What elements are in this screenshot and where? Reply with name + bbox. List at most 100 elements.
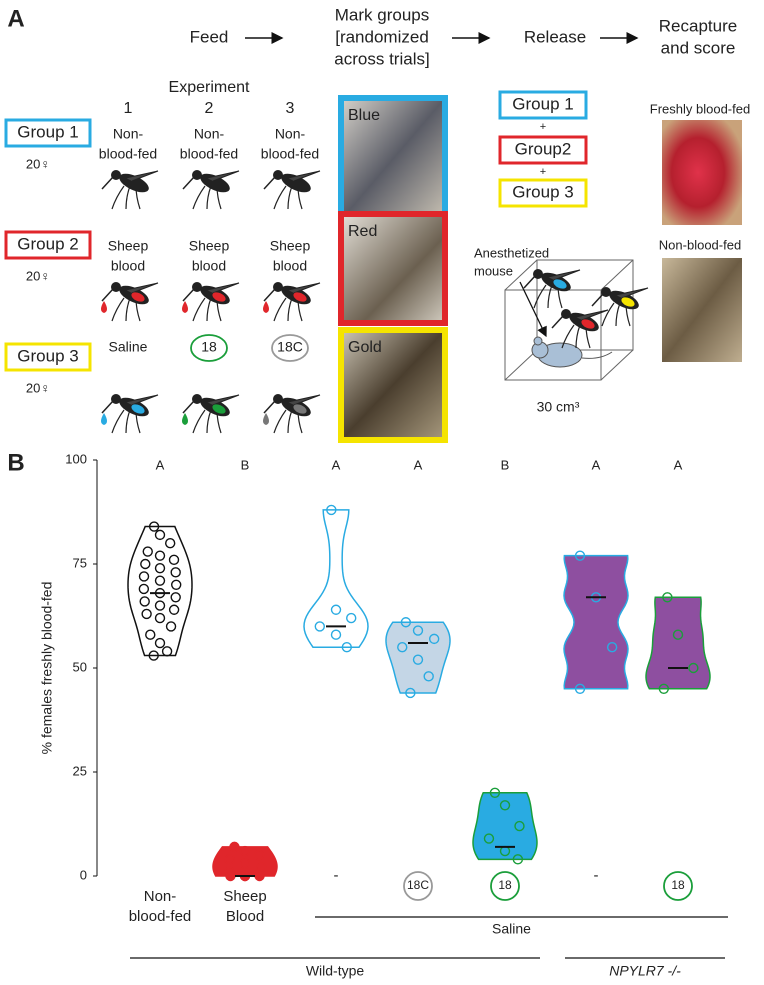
mosquito-wing bbox=[547, 269, 581, 281]
data-point bbox=[672, 629, 684, 640]
data-point bbox=[224, 854, 235, 865]
significance-letter: A bbox=[674, 457, 683, 472]
blood-drop bbox=[182, 413, 188, 425]
treatment-label: Non- bbox=[194, 126, 225, 142]
mouse-label: Anesthetized bbox=[474, 245, 549, 260]
step-label: Mark groups bbox=[335, 5, 429, 24]
data-point bbox=[489, 787, 501, 798]
data-point bbox=[154, 612, 166, 624]
data-point bbox=[170, 592, 181, 603]
mosquito-icon bbox=[523, 269, 581, 309]
data-point bbox=[165, 621, 177, 632]
mosquito-leg bbox=[111, 409, 125, 434]
mark-color-label: Red bbox=[348, 223, 377, 240]
arrow bbox=[519, 281, 547, 338]
mosquito-icon bbox=[101, 394, 159, 434]
data-point bbox=[239, 845, 251, 857]
treatment-label: blood bbox=[111, 258, 145, 274]
data-point bbox=[229, 841, 240, 853]
data-point bbox=[499, 800, 511, 811]
marked-photo bbox=[338, 327, 448, 443]
significance-letter: B bbox=[501, 457, 510, 472]
treatment-label: Non- bbox=[113, 126, 144, 142]
blood-drop bbox=[263, 301, 269, 313]
treatment-label: 18C bbox=[277, 339, 303, 355]
data-point bbox=[658, 683, 670, 694]
violin bbox=[645, 596, 711, 690]
x-tick-label: - bbox=[334, 867, 339, 884]
mosquito-leg bbox=[206, 185, 212, 210]
mosquito-leg bbox=[273, 297, 287, 322]
mosquito-leg bbox=[216, 185, 222, 210]
violin bbox=[303, 509, 369, 648]
label-circle bbox=[490, 871, 520, 901]
data-point bbox=[574, 550, 586, 561]
step-label: and score bbox=[661, 38, 736, 57]
mosquito-leg bbox=[192, 185, 206, 210]
data-point bbox=[412, 625, 424, 636]
marked-photo bbox=[338, 211, 448, 326]
mosquito-leg bbox=[206, 409, 212, 434]
data-point bbox=[154, 550, 166, 561]
data-point bbox=[341, 642, 353, 653]
mosquito-icon bbox=[101, 170, 159, 210]
data-point bbox=[141, 608, 152, 620]
mosquito-belly bbox=[131, 404, 145, 414]
data-point bbox=[171, 579, 182, 590]
release-group: Group 1 bbox=[512, 94, 573, 113]
mosquito-wing bbox=[206, 394, 240, 406]
data-point bbox=[170, 567, 181, 578]
mosquito-proboscis bbox=[551, 315, 564, 329]
x-tick-label: - bbox=[594, 867, 599, 884]
mosquito-belly bbox=[131, 292, 145, 302]
treatment-label: Non- bbox=[275, 126, 306, 142]
mouse-label: mouse bbox=[474, 263, 513, 278]
step-label: Release bbox=[524, 27, 586, 46]
violin bbox=[127, 525, 193, 657]
mosquito-icon bbox=[263, 170, 321, 210]
recapture-label: Freshly blood-fed bbox=[650, 101, 750, 116]
group-box bbox=[4, 118, 92, 148]
experiment-number: 3 bbox=[286, 100, 295, 117]
experiment-number: 2 bbox=[205, 100, 214, 117]
treatment-circle bbox=[190, 334, 228, 362]
experiment-number: 1 bbox=[124, 100, 133, 117]
mosquito-icon bbox=[182, 170, 240, 210]
data-point bbox=[138, 571, 150, 582]
mosquito-leg bbox=[547, 284, 553, 309]
y-tick-label: 0 bbox=[80, 867, 87, 882]
release-plus: + bbox=[540, 166, 546, 178]
step-label: Recapture bbox=[659, 16, 737, 35]
data-point bbox=[330, 604, 342, 615]
mosquito-proboscis bbox=[101, 176, 114, 190]
data-point bbox=[154, 529, 166, 541]
mosquito-wing bbox=[287, 170, 321, 182]
data-point bbox=[164, 538, 176, 549]
mosquito-belly bbox=[293, 292, 307, 302]
mosquito-wing bbox=[125, 170, 159, 182]
group-count: 20♀ bbox=[26, 268, 50, 283]
data-point bbox=[400, 617, 412, 628]
blood-drop bbox=[263, 413, 269, 425]
mosquito-proboscis bbox=[101, 288, 114, 302]
data-point bbox=[225, 870, 236, 882]
mosquito-leg bbox=[287, 185, 293, 210]
x-tick-label: 18 bbox=[671, 878, 685, 892]
blood-drop bbox=[182, 301, 188, 313]
treatment-label: blood-fed bbox=[99, 146, 157, 162]
treatment-circle bbox=[271, 334, 309, 362]
recapture-label: Non-blood-fed bbox=[659, 237, 741, 252]
group-label: Saline bbox=[492, 921, 531, 937]
mark-color-label: Blue bbox=[348, 107, 380, 124]
mosquito-leg bbox=[287, 409, 293, 434]
violin bbox=[563, 554, 629, 690]
x-tick-label: Blood bbox=[226, 908, 264, 925]
mosquito-icon bbox=[101, 282, 159, 322]
mosquito-proboscis bbox=[523, 275, 536, 289]
mosquito-leg bbox=[125, 185, 131, 210]
significance-letter: A bbox=[414, 457, 423, 472]
label-circle bbox=[663, 871, 693, 901]
data-point bbox=[142, 546, 153, 557]
treatment-label: 18 bbox=[201, 339, 217, 355]
